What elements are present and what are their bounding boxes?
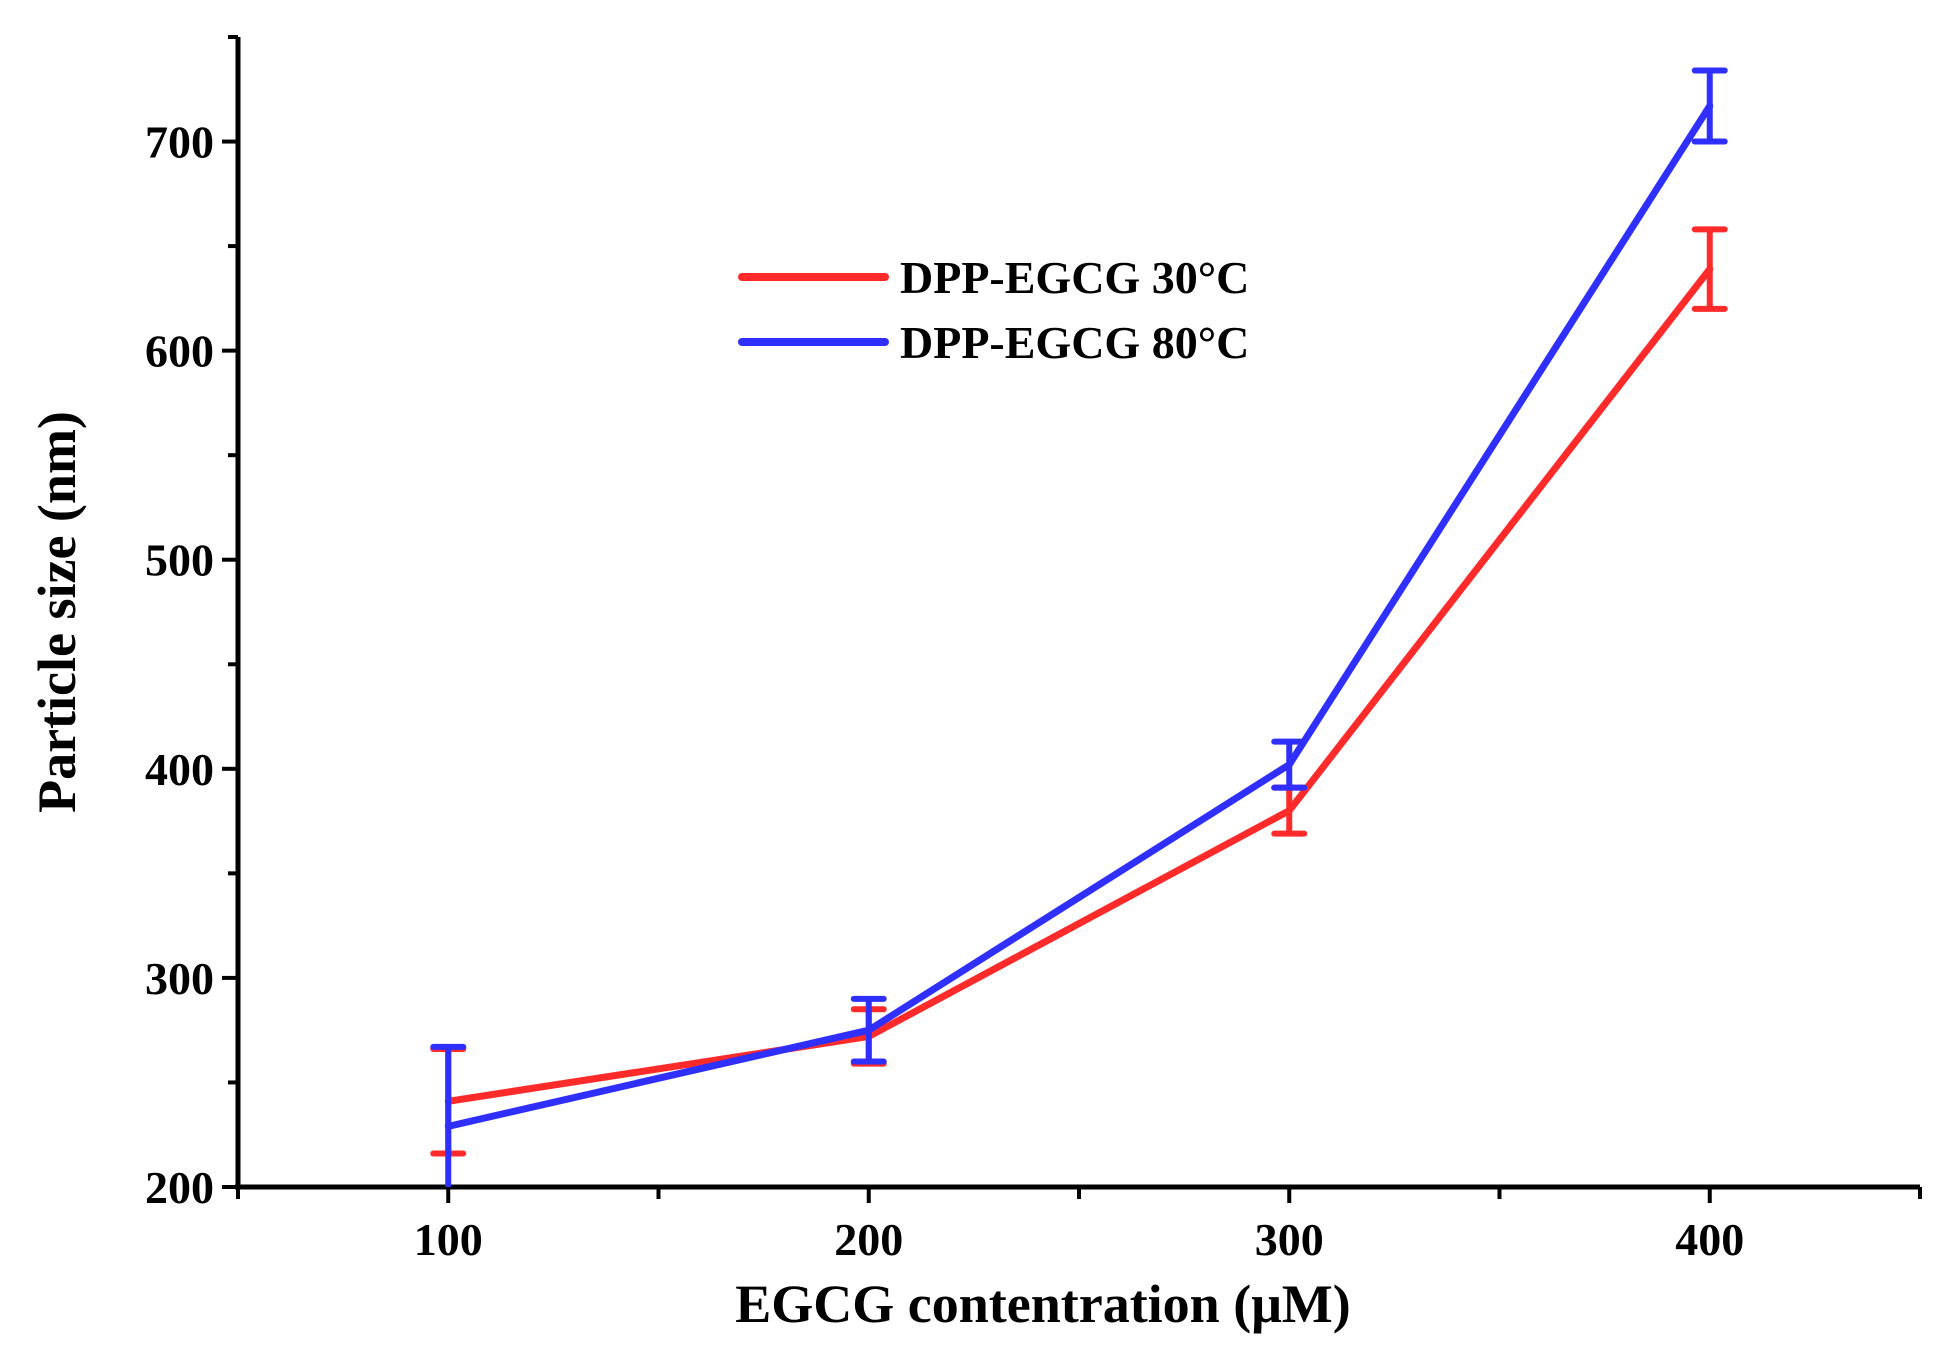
series-2 [430,67,1728,1187]
x-tick-label: 200 [834,1214,903,1265]
series-line [444,265,1714,1105]
legend-label: DPP-EGCG 30°C [900,252,1249,303]
series-layer [430,67,1728,1187]
axes: 200 300 400 500 600 700 100 200 300 400 [145,35,1922,1265]
y-tick-label: 600 [145,326,214,377]
error-bar [1691,67,1728,145]
y-tick-label: 200 [145,1162,214,1213]
y-tick-label: 300 [145,953,214,1004]
y-tick-label: 400 [145,744,214,795]
legend: DPP-EGCG 30°C DPP-EGCG 80°C [738,252,1249,368]
x-tick-label: 100 [414,1214,483,1265]
y-tick-label: 500 [145,535,214,586]
x-tick-label: 400 [1675,1214,1744,1265]
x-axis-title: EGCG contentration (μM) [735,1274,1351,1334]
error-bar [1271,738,1308,791]
series-line [444,102,1714,1130]
y-tick-label: 700 [145,117,214,168]
legend-label: DPP-EGCG 80°C [900,317,1249,368]
error-bar [850,995,887,1065]
x-tick-label: 300 [1255,1214,1324,1265]
y-axis-title: Particle size (nm) [27,411,87,813]
error-bar [430,1043,467,1187]
error-bar [1691,226,1728,312]
